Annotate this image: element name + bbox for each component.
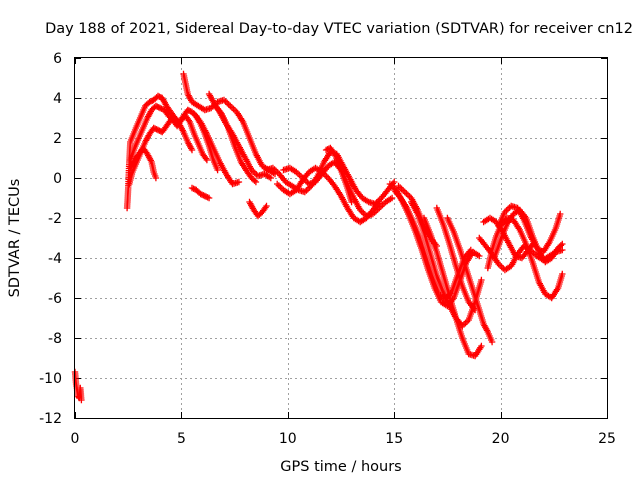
data-point — [200, 192, 207, 199]
data-point — [388, 194, 396, 202]
y-tick-label: -12 — [39, 411, 62, 427]
x-tick-label: 10 — [279, 431, 297, 447]
series-arc-t — [444, 214, 496, 346]
y-tick-label: -10 — [39, 371, 62, 387]
data-point — [214, 166, 221, 174]
data-point — [153, 126, 160, 133]
data-point — [78, 396, 85, 404]
data-point — [267, 174, 274, 182]
data-point — [252, 178, 260, 186]
x-tick-label: 25 — [598, 431, 616, 447]
data-point — [184, 106, 191, 114]
axis-ticks — [75, 58, 608, 419]
data-point — [154, 92, 162, 100]
y-tick-label: 6 — [53, 51, 62, 67]
series-arc-y — [495, 202, 564, 256]
x-tick-label: 20 — [492, 431, 510, 447]
data-point — [251, 177, 258, 184]
series-arc-aa — [480, 214, 538, 262]
chart-title: Day 188 of 2021, Sidereal Day-to-day VTE… — [45, 21, 633, 37]
series-arc-a — [71, 368, 85, 404]
data-point — [476, 252, 483, 260]
data-point — [433, 242, 440, 250]
data-point — [471, 306, 479, 314]
series-arc-i — [191, 110, 243, 188]
data-point — [156, 104, 164, 112]
series-arc-o — [322, 144, 355, 206]
data-point — [531, 238, 538, 246]
data-point — [478, 276, 485, 284]
data-point — [376, 198, 383, 206]
data-point — [559, 270, 566, 278]
y-tick-label: 0 — [53, 171, 62, 187]
data-point — [146, 98, 153, 106]
data-point — [235, 178, 243, 186]
grid — [75, 58, 607, 418]
y-tick-labels: -12 -10 -8 -6 -4 -2 0 2 4 6 — [39, 51, 62, 427]
y-tick-label: 4 — [53, 91, 62, 107]
y-tick-label: -6 — [48, 291, 62, 307]
series-arc-h — [212, 102, 260, 186]
series-arc-e — [127, 144, 160, 182]
data-point — [205, 194, 213, 202]
series-arc-n — [274, 164, 383, 226]
data-points — [71, 70, 566, 404]
data-point — [263, 202, 270, 210]
plot-frame — [74, 57, 608, 419]
series-arc-u — [433, 204, 479, 314]
y-tick-label: -8 — [48, 331, 62, 347]
x-tick-label: 0 — [71, 431, 80, 447]
data-point — [488, 338, 496, 346]
data-point — [155, 104, 162, 111]
series-arc-v — [395, 182, 440, 250]
data-point — [188, 146, 196, 154]
data-point — [559, 246, 566, 254]
x-tick-label: 15 — [385, 431, 403, 447]
series-arc-f — [180, 70, 279, 178]
series-arc-k — [246, 198, 270, 220]
data-point — [152, 102, 160, 110]
data-point — [152, 174, 160, 182]
data-point — [557, 210, 564, 218]
y-tick-label: -2 — [48, 211, 62, 227]
data-point — [348, 198, 355, 206]
data-point — [197, 190, 204, 198]
data-point — [559, 240, 566, 248]
data-point — [467, 246, 474, 254]
data-point — [391, 178, 398, 186]
x-axis-label: GPS time / hours — [280, 459, 401, 475]
x-tick-label: 5 — [177, 431, 186, 447]
data-point — [201, 192, 208, 200]
y-tick-label: 2 — [53, 131, 62, 147]
data-point — [203, 156, 211, 164]
y-axis-label: SDTVAR / TECUs — [7, 179, 23, 298]
y-tick-label: -4 — [48, 251, 62, 267]
series-arc-j — [188, 184, 213, 202]
x-tick-labels: 0 5 10 15 20 25 — [71, 431, 616, 447]
data-point — [478, 342, 485, 350]
